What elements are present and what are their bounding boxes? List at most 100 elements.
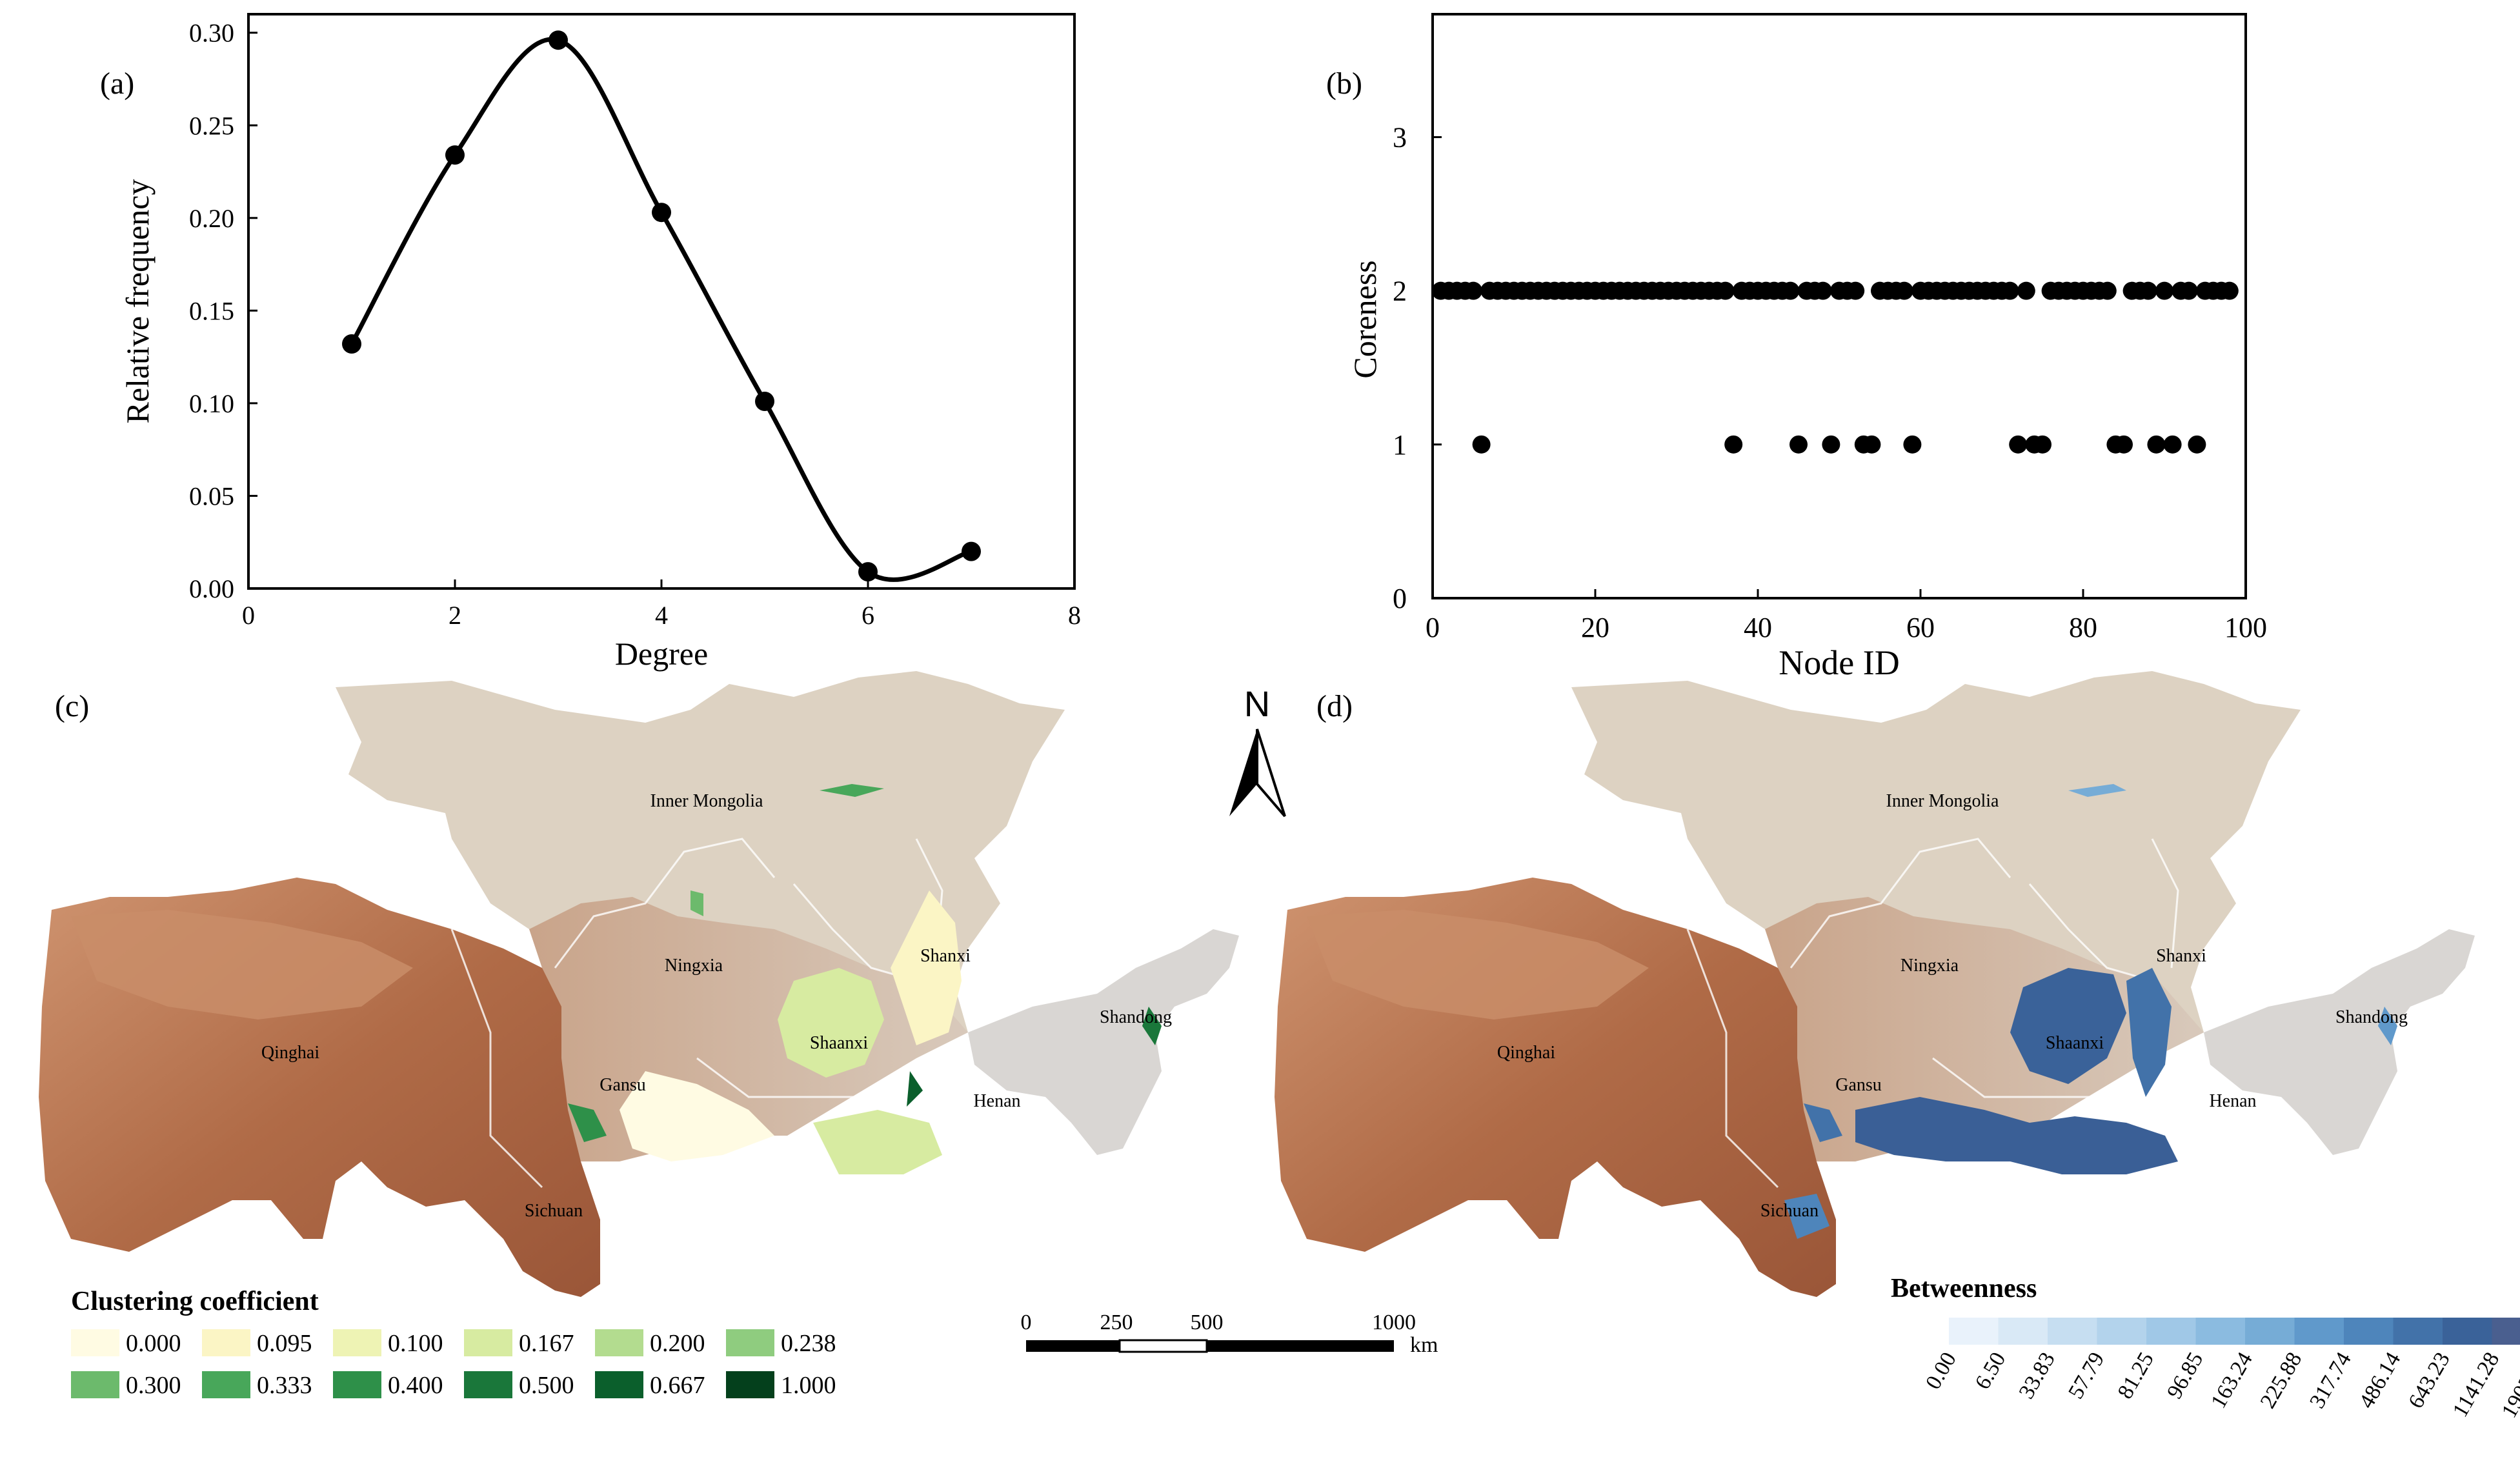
map-c-legend-swatch (726, 1371, 774, 1398)
map-d-region-label: Gansu (1835, 1075, 1882, 1095)
map-d-region-label: Qinghai (1497, 1043, 1555, 1063)
map-d-betweenness-patches (1784, 784, 2397, 1239)
map-d: (d) Inner Mongolia (1275, 671, 2520, 1422)
panel-b-point (2163, 435, 2182, 454)
panel-a-point (549, 30, 568, 50)
map-c-legend-label: 0.300 (126, 1372, 181, 1399)
map-c-patch (690, 890, 703, 916)
map-d-legend-swatch (2048, 1318, 2097, 1345)
panel-a-ytick-label: 0.10 (189, 389, 234, 418)
panel-b-point (1822, 435, 1840, 454)
scale-bar-segment (1207, 1340, 1394, 1352)
map-d-legend-swatch (2245, 1318, 2295, 1345)
panel-a-ytick-label: 0.05 (189, 481, 234, 510)
scale-bar-tick: 250 (1100, 1311, 1133, 1334)
scale-bar-tick: 0 (1021, 1311, 1032, 1334)
map-c-legend-label: 0.667 (650, 1372, 705, 1399)
panel-b-ylabel: Coreness (1347, 260, 1383, 378)
panel-b-point (1813, 281, 1832, 300)
map-c-region-label: Qinghai (261, 1043, 319, 1063)
panel-b-ticks: 0 20 40 60 80 100 0 1 2 3 (1393, 122, 2267, 643)
map-d-region-label: Sichuan (1760, 1201, 1819, 1221)
map-d-region-label: Inner Mongolia (1886, 791, 2000, 811)
panel-b-xtick-label: 20 (1581, 612, 1609, 643)
map-c-region-label: Shandong (1100, 1007, 1172, 1027)
map-d-legend-tick-label: 643.23 (2404, 1349, 2455, 1412)
panel-a-ytick-label: 0.15 (189, 296, 234, 325)
map-c-legend-label: 0.095 (257, 1330, 312, 1357)
map-d-legend-tick-label: 96.85 (2162, 1349, 2208, 1403)
map-c-legend-swatch (202, 1371, 250, 1398)
scale-bar-unit: km (1410, 1333, 1438, 1357)
panel-b-point (2179, 281, 2198, 300)
map-d-patch (2126, 968, 2172, 1097)
map-d-region-label: Shandong (2335, 1007, 2408, 1027)
map-c-legend: 0.000 0.095 0.100 0.167 0.200 0.238 0.300 0.333… (71, 1329, 836, 1399)
panel-b-plot-frame (1431, 13, 2247, 599)
map-d-region-label: Shanxi (2156, 946, 2206, 966)
map-d-patch (1784, 1194, 1830, 1239)
map-d-legend-swatch (1998, 1318, 2048, 1345)
panel-b-point (2009, 435, 2028, 454)
panel-a-points (342, 30, 981, 582)
map-d-region-label: Shaanxi (2046, 1033, 2104, 1053)
panel-b-ytick-label: 0 (1393, 583, 1407, 614)
panel-a-point (755, 392, 774, 412)
panel-b-point (2098, 281, 2117, 300)
map-c-plateau-desert-basin (71, 910, 413, 1020)
panel-a-xtick-label: 2 (449, 601, 461, 630)
map-c-legend-label: 0.000 (126, 1330, 181, 1357)
panel-b-label: (b) (1326, 66, 1362, 101)
map-d-region-label: Henan (2209, 1091, 2256, 1111)
map-c-patch (907, 1071, 923, 1107)
map-c-legend-title: Clustering coefficient (71, 1287, 319, 1316)
map-c-legend-label: 0.400 (388, 1372, 443, 1399)
panel-a-ytick-label: 0.25 (189, 111, 234, 140)
scale-bar-segment (1118, 1339, 1208, 1353)
panel-b-ytick-label: 3 (1393, 122, 1407, 154)
map-c-region-label: Shanxi (920, 946, 971, 966)
panel-a-point (652, 203, 671, 223)
map-c-region-label: Shaanxi (810, 1033, 868, 1053)
map-d-legend-swatch (2492, 1318, 2520, 1345)
panel-a-series-line (349, 37, 972, 582)
map-c-legend-swatch (464, 1371, 512, 1398)
map-d-legend-tick-label: 81.25 (2113, 1349, 2159, 1403)
panel-a-point (445, 145, 465, 165)
map-c-legend-swatch (333, 1371, 381, 1398)
map-d-legend-swatch (2294, 1318, 2344, 1345)
map-c-legend-swatch (464, 1329, 512, 1356)
map-c-region-label: Henan (973, 1091, 1020, 1111)
map-d-legend-swatch (2097, 1318, 2147, 1345)
panel-a-point (962, 541, 981, 561)
map-c-panel-label: (c) (55, 689, 89, 723)
panel-a-ytick-label: 0.20 (189, 204, 234, 233)
map-d-patch (1855, 1097, 2178, 1174)
map-c-legend-swatch (726, 1329, 774, 1356)
panel-b-point (1895, 281, 1913, 300)
map-d-legend-tick-label: 1141.28 (2448, 1349, 2505, 1422)
map-d-legend-swatch (2344, 1318, 2394, 1345)
map-d-legend-tick-label: 6.50 (1971, 1349, 2011, 1394)
panel-b-point (1846, 281, 1865, 300)
map-c-patch (891, 890, 962, 1045)
map-c-legend-swatch (71, 1371, 119, 1398)
panel-a-xtick-label: 0 (242, 601, 255, 630)
north-arrow-left-half (1229, 729, 1257, 816)
panel-b-point (2001, 281, 2019, 300)
north-arrow-label: N (1244, 683, 1270, 724)
map-d-legend-swatch (2195, 1318, 2246, 1345)
map-c-patch (568, 1103, 607, 1142)
panel-a-ylabel: Relative frequency (119, 179, 156, 424)
map-d-plateau-desert-basin (1307, 910, 1649, 1020)
panel-a-xtick-label: 8 (1068, 601, 1081, 630)
panel-b-point (2188, 435, 2206, 454)
panel-a-ytick-label: 0.00 (189, 574, 234, 603)
map-c-legend-swatch (71, 1329, 119, 1356)
map-c-legend-label: 0.200 (650, 1330, 705, 1357)
map-c-legend-label: 0.238 (781, 1330, 836, 1357)
map-d-legend-tick-label: 163.24 (2206, 1349, 2257, 1412)
map-d-region-label: Ningxia (1900, 956, 1959, 976)
panel-b-point (2147, 435, 2166, 454)
